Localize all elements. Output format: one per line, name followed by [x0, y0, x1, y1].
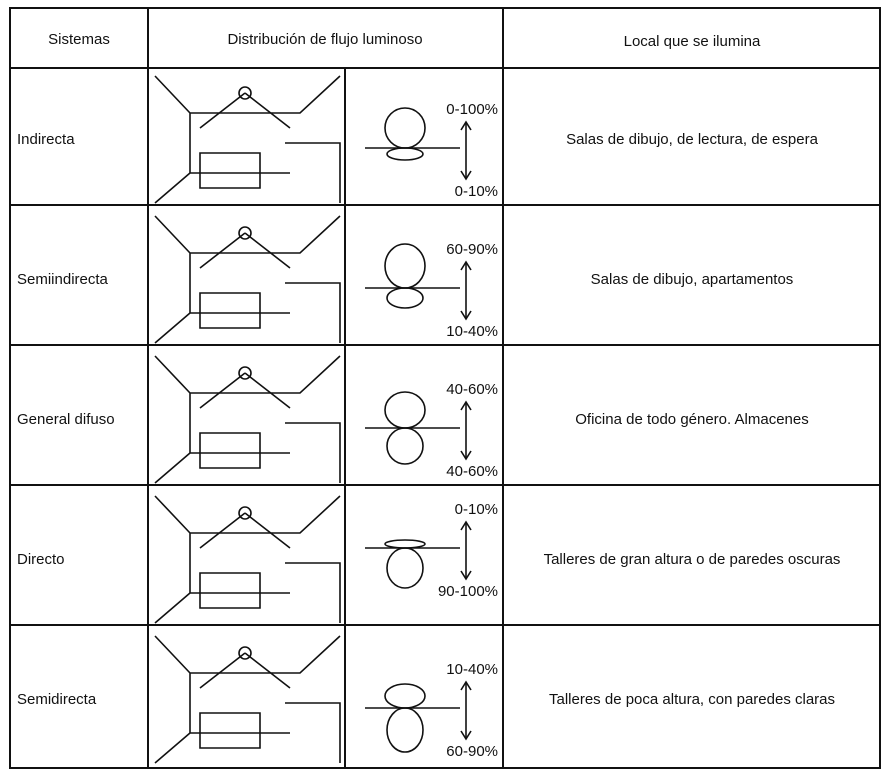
- room-sketch: [154, 75, 341, 204]
- light-ray: [199, 372, 246, 409]
- system-name: General difuso: [17, 411, 115, 428]
- header-cell: Sistemas: [48, 31, 110, 48]
- up-percent: 10-40%: [446, 661, 498, 678]
- light-ray: [244, 372, 291, 409]
- light-ray: [199, 512, 246, 549]
- down-percent: 0-10%: [455, 183, 498, 200]
- light-ray: [244, 652, 291, 689]
- lamp-sketch: [238, 366, 252, 380]
- light-ray: [244, 232, 291, 269]
- arrow-head: [460, 260, 472, 321]
- up-percent: 0-10%: [455, 501, 498, 518]
- arrow-head: [460, 520, 472, 581]
- up-lobe: [384, 243, 426, 289]
- light-ray: [199, 652, 246, 689]
- down-lobe: [386, 427, 424, 465]
- lamp-sketch: [238, 646, 252, 660]
- down-percent: 60-90%: [446, 743, 498, 760]
- local-text: Salas de dibujo, apartamentos: [591, 271, 794, 288]
- table-border: [9, 7, 881, 769]
- up-lobe: [384, 539, 426, 549]
- light-ray: [244, 92, 291, 129]
- room-sketch: [154, 495, 341, 624]
- header-cell: Local que se ilumina: [624, 33, 761, 50]
- up-lobe: [384, 391, 426, 429]
- local-text: Oficina de todo género. Almacenes: [575, 411, 808, 428]
- system-name: Indirecta: [17, 131, 75, 148]
- local-text: Talleres de gran altura o de paredes osc…: [544, 551, 841, 568]
- down-percent: 40-60%: [446, 463, 498, 480]
- room-sketch: [154, 635, 341, 764]
- local-text: Talleres de poca altura, con paredes cla…: [549, 691, 835, 708]
- up-lobe: [384, 107, 426, 149]
- room-sketch: [154, 355, 341, 484]
- system-name: Semidirecta: [17, 691, 97, 708]
- up-percent: 0-100%: [446, 101, 498, 118]
- down-percent: 90-100%: [438, 583, 498, 600]
- arrow-head: [460, 680, 472, 741]
- system-name: Directo: [17, 551, 65, 568]
- arrow-head: [460, 120, 472, 181]
- lamp-sketch: [238, 226, 252, 240]
- down-lobe: [386, 707, 424, 753]
- lamp-sketch: [238, 86, 252, 100]
- up-percent: 40-60%: [446, 381, 498, 398]
- light-ray: [199, 92, 246, 129]
- local-text: Salas de dibujo, de lectura, de espera: [566, 131, 818, 148]
- down-lobe: [386, 547, 424, 589]
- system-name: Semiindirecta: [17, 271, 109, 288]
- down-percent: 10-40%: [446, 323, 498, 340]
- light-ray: [244, 512, 291, 549]
- room-sketch: [154, 215, 341, 344]
- header-cell: Distribución de flujo luminoso: [227, 31, 422, 48]
- table-grid: [9, 7, 881, 769]
- light-ray: [199, 232, 246, 269]
- up-lobe: [384, 683, 426, 709]
- arrow-head: [460, 400, 472, 461]
- up-percent: 60-90%: [446, 241, 498, 258]
- down-lobe: [386, 147, 424, 161]
- down-lobe: [386, 287, 424, 309]
- lamp-sketch: [238, 506, 252, 520]
